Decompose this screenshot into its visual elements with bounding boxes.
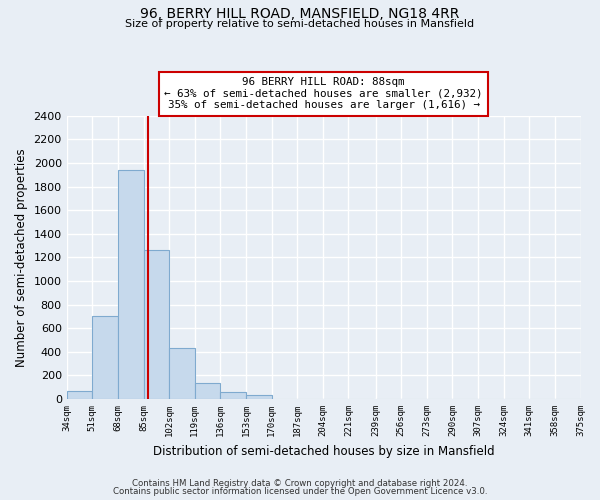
Text: Contains HM Land Registry data © Crown copyright and database right 2024.: Contains HM Land Registry data © Crown c… [132,478,468,488]
Text: 96 BERRY HILL ROAD: 88sqm
← 63% of semi-detached houses are smaller (2,932)
35% : 96 BERRY HILL ROAD: 88sqm ← 63% of semi-… [164,77,483,110]
Bar [195,383,220,399]
Bar [92,316,118,399]
Bar [169,348,195,399]
Text: Contains public sector information licensed under the Open Government Licence v3: Contains public sector information licen… [113,487,487,496]
Bar [143,250,169,399]
Text: Size of property relative to semi-detached houses in Mansfield: Size of property relative to semi-detach… [125,19,475,29]
Bar [220,392,246,399]
Bar [246,395,272,399]
X-axis label: Distribution of semi-detached houses by size in Mansfield: Distribution of semi-detached houses by … [153,444,494,458]
Text: 96, BERRY HILL ROAD, MANSFIELD, NG18 4RR: 96, BERRY HILL ROAD, MANSFIELD, NG18 4RR [140,8,460,22]
Bar [67,391,92,399]
Bar [118,170,143,399]
Y-axis label: Number of semi-detached properties: Number of semi-detached properties [15,148,28,367]
